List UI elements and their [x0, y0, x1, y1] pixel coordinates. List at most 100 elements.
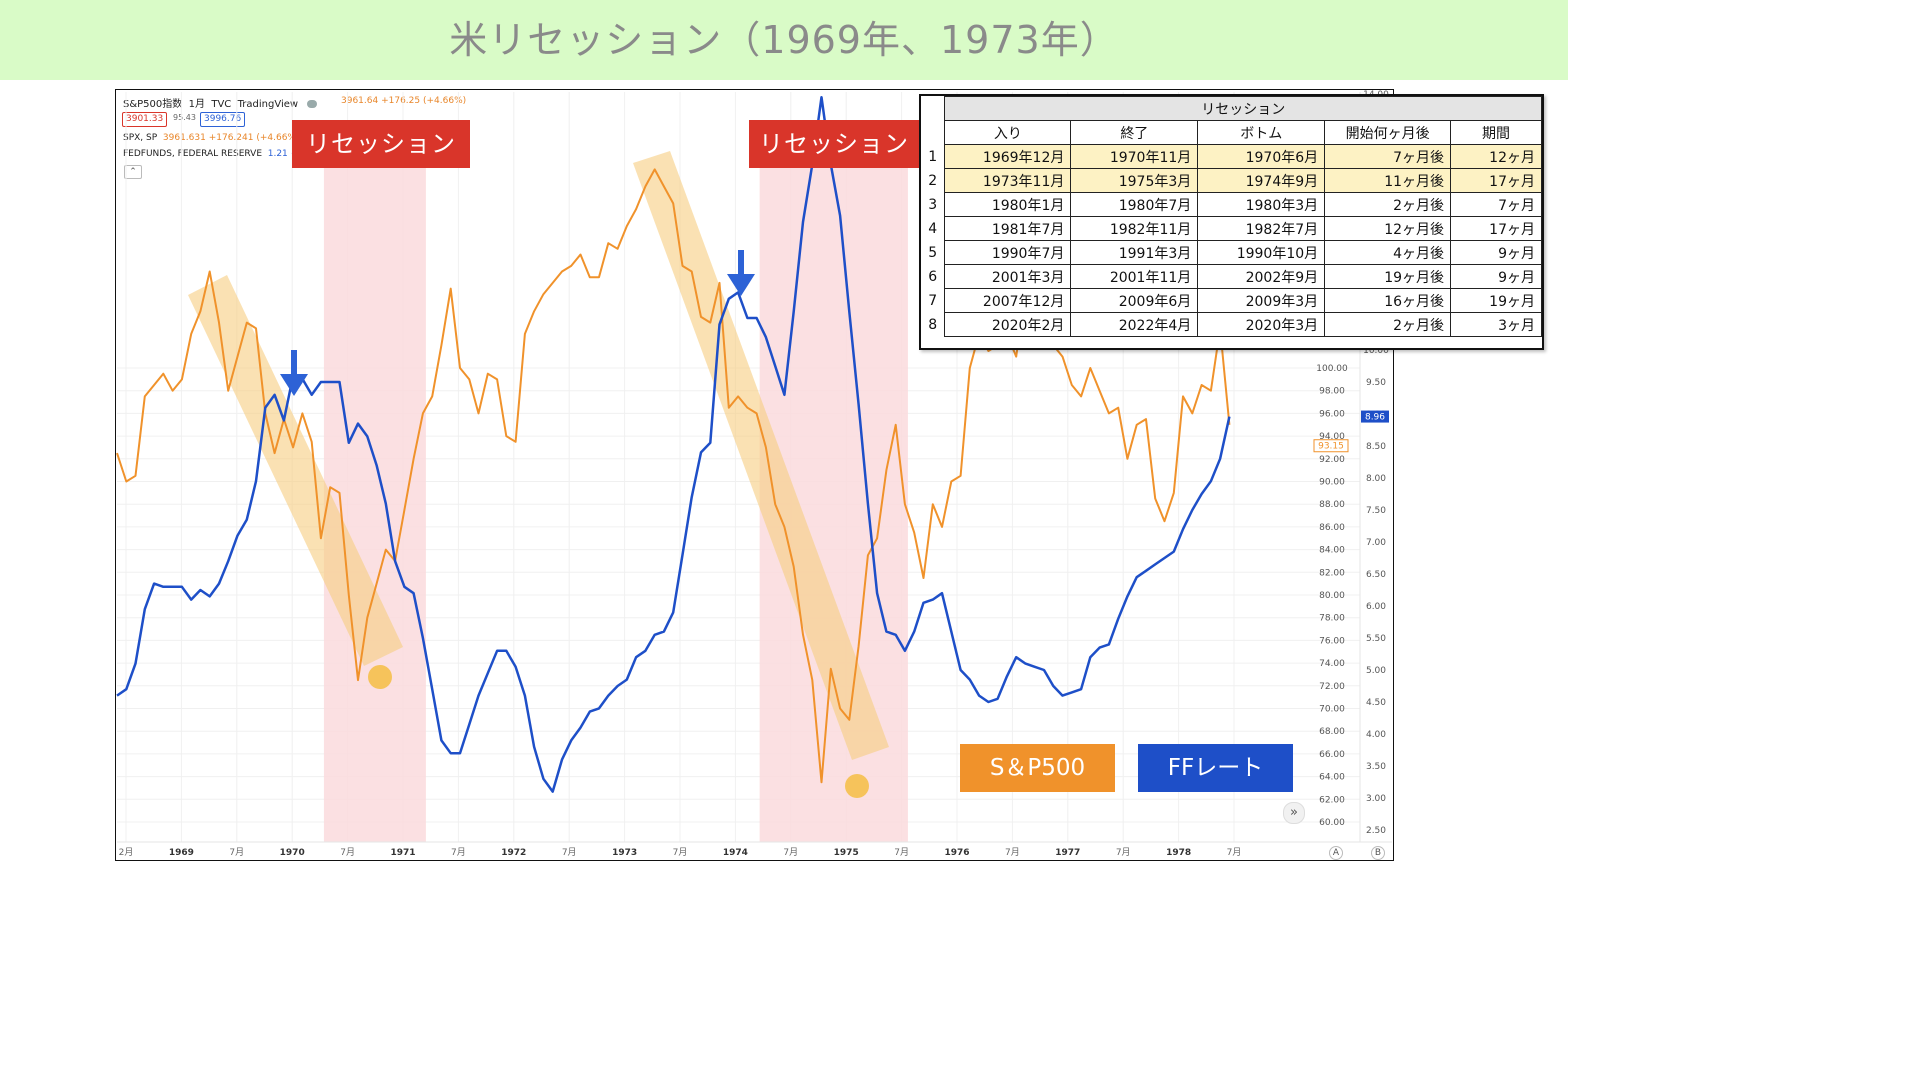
ff-axis-tick: 5.00 — [1366, 666, 1386, 676]
ff-axis-tick: 8.50 — [1366, 442, 1386, 452]
spx-axis-tick: 88.00 — [1319, 500, 1345, 510]
ff-axis-tick: 8.00 — [1366, 474, 1386, 484]
table-row: 4 1981年7月 1982年11月 1982年7月 12ヶ月後 17ヶ月 — [921, 216, 1542, 241]
legend-spx-swatch — [960, 744, 1115, 792]
months-after-cell: 19ヶ月後 — [1324, 264, 1452, 289]
months-after-cell: 2ヶ月後 — [1324, 192, 1452, 217]
start-cell: 1981年7月 — [944, 216, 1072, 241]
legend-ff-label: FFレート — [1167, 755, 1264, 781]
x-axis-tick: 1975 — [834, 848, 859, 858]
table-caption: リセッション — [944, 96, 1542, 121]
spx-series-name: SPX, SP — [123, 133, 158, 143]
row-number: 2 — [921, 168, 946, 193]
x-axis-tick: 1978 — [1166, 848, 1191, 858]
ff-current-value-text: 8.96 — [1365, 413, 1385, 423]
down-arrow-icon — [738, 250, 744, 276]
bottom-cell: 1970年6月 — [1197, 144, 1326, 169]
x-axis-tick: 1973 — [612, 848, 637, 858]
x-axis-tick: 7月 — [562, 847, 577, 858]
row-number: 5 — [921, 240, 946, 265]
spread-value: 95.43 — [173, 113, 196, 122]
row-number: 1 — [921, 144, 946, 169]
x-axis-tick: 7月 — [1116, 847, 1131, 858]
x-axis-tick: 1976 — [944, 848, 969, 858]
duration-cell: 19ヶ月 — [1450, 288, 1542, 313]
chart-svg: 60.0062.0064.0066.0068.0070.0072.0074.00… — [116, 90, 1392, 858]
spx-axis-tick: 60.00 — [1319, 818, 1345, 828]
bottom-cell: 2009年3月 — [1197, 288, 1326, 313]
recession-label-1973: リセッション — [749, 120, 919, 168]
x-axis-tick: 7月 — [894, 847, 909, 858]
start-cell: 1980年1月 — [944, 192, 1072, 217]
bottom-cell: 1982年7月 — [1197, 216, 1326, 241]
duration-cell: 3ヶ月 — [1450, 312, 1542, 337]
spx-axis-tick: 70.00 — [1319, 705, 1345, 715]
symbol-name[interactable]: S&P500指数 — [123, 99, 183, 110]
duration-cell: 7ヶ月 — [1450, 192, 1542, 217]
more-options-icon[interactable] — [307, 100, 318, 108]
start-cell: 1990年7月 — [944, 240, 1072, 265]
ff-axis-tick: 5.50 — [1366, 634, 1386, 644]
table-row: 8 2020年2月 2022年4月 2020年3月 2ヶ月後 3ヶ月 — [921, 312, 1542, 337]
ff-series-values: 1.21 +0 — [267, 149, 304, 159]
col-header-start: 入り — [944, 120, 1072, 145]
col-header-bottom: ボトム — [1197, 120, 1326, 145]
x-axis-tick: 7月 — [340, 847, 355, 858]
spx-axis-tick: 96.00 — [1319, 409, 1345, 419]
row-number: 7 — [921, 288, 946, 313]
ask-pill[interactable]: 3996.76 — [200, 112, 246, 127]
auto-scale-button[interactable]: A — [1329, 846, 1343, 860]
start-cell: 1969年12月 — [944, 144, 1072, 169]
spx-series-line[interactable]: SPX, SP 3961.631 +176.241 (+4.66%) — [123, 133, 299, 143]
months-after-cell: 4ヶ月後 — [1324, 240, 1452, 265]
recession-band — [323, 168, 426, 842]
spx-axis-tick: 62.00 — [1319, 795, 1345, 805]
start-cell: 1973年11月 — [944, 168, 1072, 193]
ff-axis-tick: 6.50 — [1366, 570, 1386, 580]
title-banner — [0, 0, 1568, 80]
bottom-cell: 1980年3月 — [1197, 192, 1326, 217]
interval-label[interactable]: 1月 — [188, 99, 205, 110]
legend-ff: FFレート — [1138, 744, 1293, 792]
col-header-duration: 期間 — [1450, 120, 1542, 145]
downtrend-highlight — [188, 275, 403, 666]
x-axis-tick: 7月 — [673, 847, 688, 858]
spx-axis-tick: 66.00 — [1319, 750, 1345, 760]
months-after-cell: 7ヶ月後 — [1324, 144, 1452, 169]
end-cell: 2001年11月 — [1070, 264, 1199, 289]
months-after-cell: 2ヶ月後 — [1324, 312, 1452, 337]
start-cell: 2007年12月 — [944, 288, 1072, 313]
ff-axis-tick: 10.00 — [1363, 346, 1389, 356]
ff-axis-tick: 7.00 — [1366, 538, 1386, 548]
symbol-header: S&P500指数 1月 TVC TradingView — [123, 95, 318, 110]
x-axis-tick: 7月 — [451, 847, 466, 858]
table-row: 5 1990年7月 1991年3月 1990年10月 4ヶ月後 9ヶ月 — [921, 240, 1542, 265]
x-axis-tick: 7月 — [783, 847, 798, 858]
months-after-cell: 11ヶ月後 — [1324, 168, 1452, 193]
ff-axis-tick: 4.00 — [1366, 730, 1386, 740]
ff-axis-tick: 3.00 — [1366, 794, 1386, 804]
col-header-months-after: 開始何ヶ月後 — [1324, 120, 1452, 145]
end-cell: 1991年3月 — [1070, 240, 1199, 265]
ff-axis-tick: 7.50 — [1366, 506, 1386, 516]
bid-pill[interactable]: 3901.33 — [122, 112, 168, 127]
spx-axis-tick: 92.00 — [1319, 455, 1345, 465]
bottom-cell: 2002年9月 — [1197, 264, 1326, 289]
chevron-up-icon[interactable]: ⌃ — [124, 165, 142, 179]
table-corner — [921, 120, 946, 145]
duration-cell: 9ヶ月 — [1450, 240, 1542, 265]
col-header-end: 終了 — [1070, 120, 1199, 145]
legend-ff-swatch — [1138, 744, 1293, 792]
table-row: 3 1980年1月 1980年7月 1980年3月 2ヶ月後 7ヶ月 — [921, 192, 1542, 217]
row-number: 6 — [921, 264, 946, 289]
end-cell: 1970年11月 — [1070, 144, 1199, 169]
downtrend-highlight — [633, 151, 889, 760]
ff-series-line[interactable]: FEDFUNDS, FEDERAL RESERVE 1.21 +0 — [123, 149, 304, 159]
ff-axis-tick: 3.50 — [1366, 762, 1386, 772]
down-arrow-icon — [291, 350, 297, 376]
duration-cell: 12ヶ月 — [1450, 144, 1542, 169]
duration-cell: 17ヶ月 — [1450, 168, 1542, 193]
scroll-to-latest-button[interactable]: » — [1283, 802, 1305, 824]
log-scale-button[interactable]: B — [1371, 846, 1385, 860]
duration-cell: 9ヶ月 — [1450, 264, 1542, 289]
